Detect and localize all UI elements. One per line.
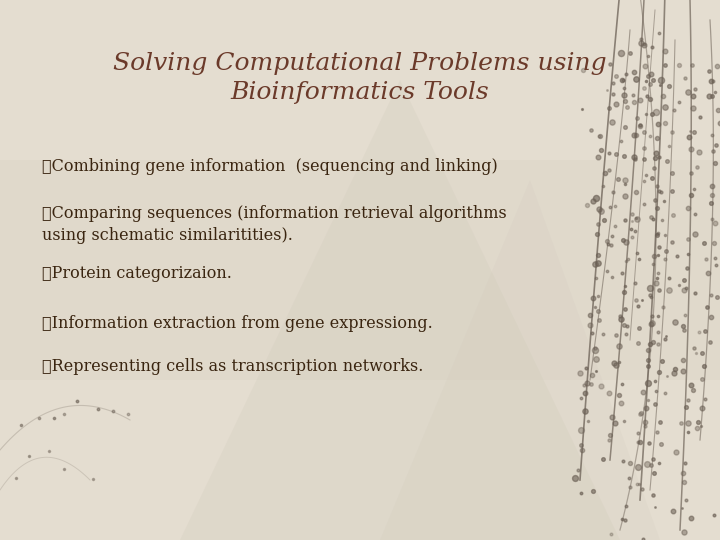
Text: ✓Comparing sequences (information retrieval algorithms
using schematic similarit: ✓Comparing sequences (information retrie… [42,205,507,244]
Text: ✓Information extraction from gene expressiong.: ✓Information extraction from gene expres… [42,315,433,332]
Text: Solving Computational Problems using
Bioinformatics Tools: Solving Computational Problems using Bio… [113,52,607,104]
Polygon shape [180,80,620,540]
Polygon shape [380,180,660,540]
Text: ✓Combining gene information  (sequencing and linking): ✓Combining gene information (sequencing … [42,158,498,175]
Text: ✓Protein categorizaion.: ✓Protein categorizaion. [42,265,232,282]
Text: ✓Representing cells as transcription networks.: ✓Representing cells as transcription net… [42,358,423,375]
Bar [0,160,720,380]
